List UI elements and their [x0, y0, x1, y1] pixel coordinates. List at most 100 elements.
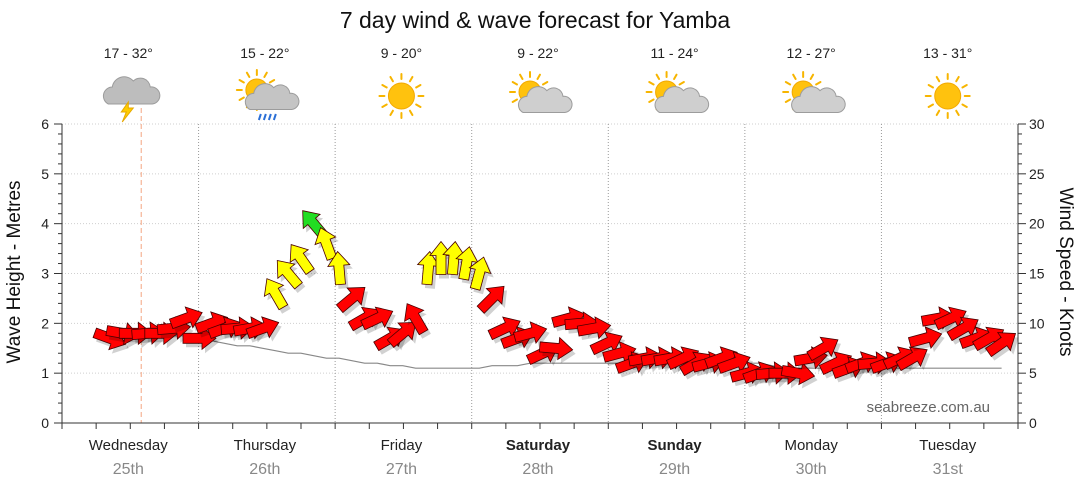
sun-ray: [927, 84, 934, 89]
wind-arrow: [416, 250, 441, 286]
sun-ray: [784, 98, 792, 103]
sun-ray: [678, 81, 685, 86]
storm-cloud-icon: [102, 76, 161, 123]
wind-arrow: [716, 351, 751, 374]
sun-icon: [924, 73, 971, 119]
weather-icons-row: [102, 69, 971, 123]
day-name-label: Monday: [784, 437, 838, 454]
wind-speed-tick-label: 0: [1029, 415, 1037, 431]
sun-ray: [541, 81, 549, 86]
wave-height-axis: 0 1 2 3 4 5 6: [41, 116, 62, 431]
day-name-label: Friday: [381, 437, 423, 454]
temperature-row: 17 - 32° 15 - 22° 9 - 20° 9 - 22° 11 - 24° 12…: [104, 45, 973, 61]
wind-arrow: [263, 278, 289, 311]
wind-arrow: [589, 331, 623, 356]
sun-ray: [961, 103, 968, 108]
temperature-label: 13 - 31°: [923, 45, 972, 61]
sun-ray: [511, 81, 519, 86]
wind-arrow: [442, 240, 466, 276]
sun-cloud-rain-icon: [235, 69, 300, 121]
sun-ray: [415, 84, 422, 89]
wind-speed-tick-label: 10: [1029, 315, 1045, 331]
sun-ray: [519, 73, 524, 81]
day-date-label: 25th: [113, 461, 144, 478]
temperature-label: 9 - 22°: [517, 45, 558, 61]
sun-ray: [815, 81, 822, 86]
cloud-shape: [791, 86, 846, 113]
day-name-label: Wednesday: [89, 437, 168, 454]
day-date-label: 31st: [933, 461, 964, 478]
wind-arrow: [386, 321, 417, 348]
sun-disc: [934, 82, 962, 110]
wind-arrow: [327, 250, 351, 286]
wind-arrow: [985, 332, 1017, 358]
wind-speed-tick-label: 20: [1029, 216, 1045, 232]
wave-height-tick-label: 3: [41, 266, 49, 282]
sun-ray: [784, 81, 792, 86]
wave-height-tick-label: 6: [41, 116, 49, 132]
wind-speed-axis-label: Wind Speed - Knots: [1055, 188, 1076, 357]
wave-height-tick-label: 5: [41, 166, 49, 182]
temperature-label: 11 - 24°: [650, 45, 698, 61]
sun-ray: [263, 71, 268, 79]
temperature-label: 12 - 27°: [787, 45, 836, 61]
sun-ray: [511, 98, 519, 103]
wave-height-axis-label: Wave Height - Metres: [4, 180, 25, 363]
wind-arrow: [335, 287, 366, 314]
wind-arrow: [168, 306, 203, 330]
wave-height-tick-label: 4: [41, 216, 49, 232]
wave-height-tick-label: 2: [41, 315, 49, 331]
sun-ray: [381, 84, 388, 89]
sun-ray: [389, 109, 394, 117]
wind-arrow: [895, 346, 928, 372]
sun-ray: [268, 79, 276, 84]
wind-arrow: [276, 259, 303, 290]
wind-arrow: [468, 256, 492, 291]
sun-ray: [408, 109, 414, 117]
rain-drop: [272, 113, 277, 121]
wind-speed-tick-label: 5: [1029, 365, 1037, 381]
cloud-shape: [654, 86, 710, 113]
wind-arrow: [245, 316, 280, 339]
sun-ray: [792, 73, 797, 81]
sun-ray: [245, 71, 251, 79]
watermark: seabreeze.com.au: [867, 399, 990, 416]
sun-ray: [648, 98, 655, 103]
sun-ray: [927, 103, 934, 108]
wind-arrow: [487, 316, 521, 341]
sun-ray: [809, 73, 815, 81]
wind-speed-tick-label: 30: [1029, 116, 1045, 132]
wind-arrow: [946, 316, 979, 342]
wave-height-tick-label: 1: [41, 365, 49, 381]
sun-ray: [238, 79, 245, 84]
wind-arrow: [455, 246, 479, 281]
rain-drop: [267, 113, 272, 121]
wind-arrow: [314, 227, 338, 261]
rain-drop: [257, 113, 262, 121]
wind-arrows-series: [92, 210, 1019, 389]
day-date-label: 29th: [659, 461, 690, 478]
sun-ray: [238, 96, 245, 101]
sun-ray: [381, 103, 388, 108]
sun-ray: [648, 81, 655, 86]
sun-ray: [961, 84, 968, 89]
sun-cloud-icon: [782, 71, 846, 113]
sun-icon: [378, 73, 425, 119]
day-labels: Wednesday 25th Thursday 26th Friday 27th Satur…: [89, 437, 977, 478]
wind-speed-tick-label: 15: [1029, 266, 1045, 282]
cloud-shape: [244, 83, 300, 110]
day-date-label: 30th: [796, 461, 827, 478]
sun-ray: [536, 73, 541, 81]
wind-speed-tick-label: 25: [1029, 166, 1045, 182]
day-name-label: Tuesday: [919, 437, 976, 454]
chart-grid: [61, 108, 1019, 429]
wind-arrow: [512, 321, 548, 345]
day-name-label: Sunday: [647, 437, 702, 454]
wind-arrow: [360, 306, 394, 331]
day-date-label: 26th: [249, 461, 280, 478]
lightning-bolt: [120, 100, 135, 123]
wind-arrow: [429, 240, 453, 275]
sun-ray: [415, 103, 422, 108]
sun-ray: [935, 109, 941, 117]
